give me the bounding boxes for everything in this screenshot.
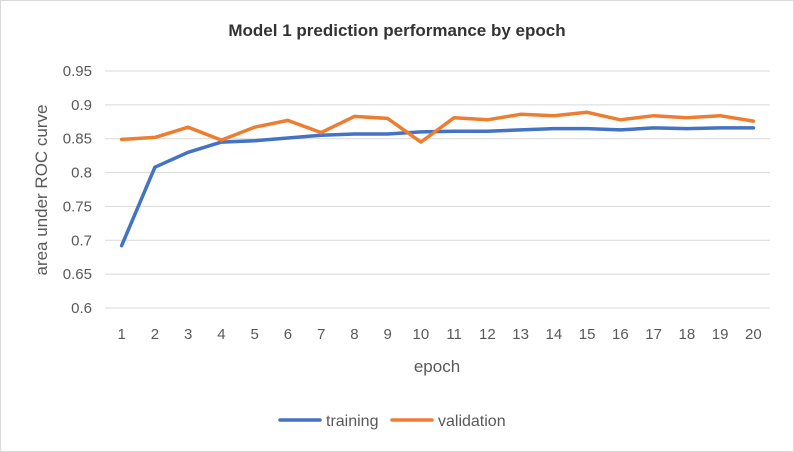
legend: training validation (278, 413, 506, 430)
x-tick-label: 16 (612, 326, 629, 343)
x-tick-label: 12 (479, 326, 496, 343)
y-tick-label: 0.65 (63, 266, 92, 283)
x-tick-label: 8 (350, 326, 358, 343)
x-tick-label: 20 (745, 326, 762, 343)
x-tick-label: 19 (712, 326, 729, 343)
y-tick-label: 0.75 (63, 198, 92, 215)
y-tick-label: 0.7 (71, 232, 92, 249)
x-tick-label: 7 (317, 326, 325, 343)
x-tick-label: 9 (383, 326, 391, 343)
x-tick-label: 6 (284, 326, 292, 343)
y-tick-label: 0.95 (63, 63, 92, 80)
x-tick-label: 10 (413, 326, 430, 343)
y-axis-label: area under ROC curve (32, 104, 51, 275)
y-axis-ticks: 0.6 0.65 0.7 0.75 0.8 0.85 0.9 0.95 (63, 63, 92, 317)
x-tick-label: 2 (151, 326, 159, 343)
chart-title: Model 1 prediction performance by epoch (228, 21, 565, 40)
x-tick-label: 4 (217, 326, 225, 343)
x-tick-label: 17 (645, 326, 662, 343)
x-tick-label: 11 (446, 326, 462, 343)
legend-label-training: training (326, 413, 378, 430)
x-tick-label: 3 (184, 326, 192, 343)
series-line-validation (119, 110, 756, 144)
y-tick-label: 0.8 (71, 165, 92, 182)
y-tick-label: 0.6 (71, 300, 92, 317)
x-tick-label: 1 (117, 326, 125, 343)
x-tick-label: 15 (579, 326, 596, 343)
x-axis-label: epoch (414, 357, 460, 376)
x-tick-label: 18 (679, 326, 696, 343)
series-lines (119, 110, 756, 248)
series-line-training (119, 126, 756, 248)
gridlines (105, 70, 770, 309)
x-tick-label: 13 (512, 326, 529, 343)
x-axis-ticks: 1 2 3 4 5 6 7 8 9 10 11 12 13 14 15 16 17 18 19 20 (117, 326, 761, 343)
legend-label-validation: validation (438, 413, 506, 430)
x-tick-label: 14 (546, 326, 563, 343)
y-tick-label: 0.85 (63, 131, 92, 148)
y-tick-label: 0.9 (71, 97, 92, 114)
x-tick-label: 5 (250, 326, 258, 343)
